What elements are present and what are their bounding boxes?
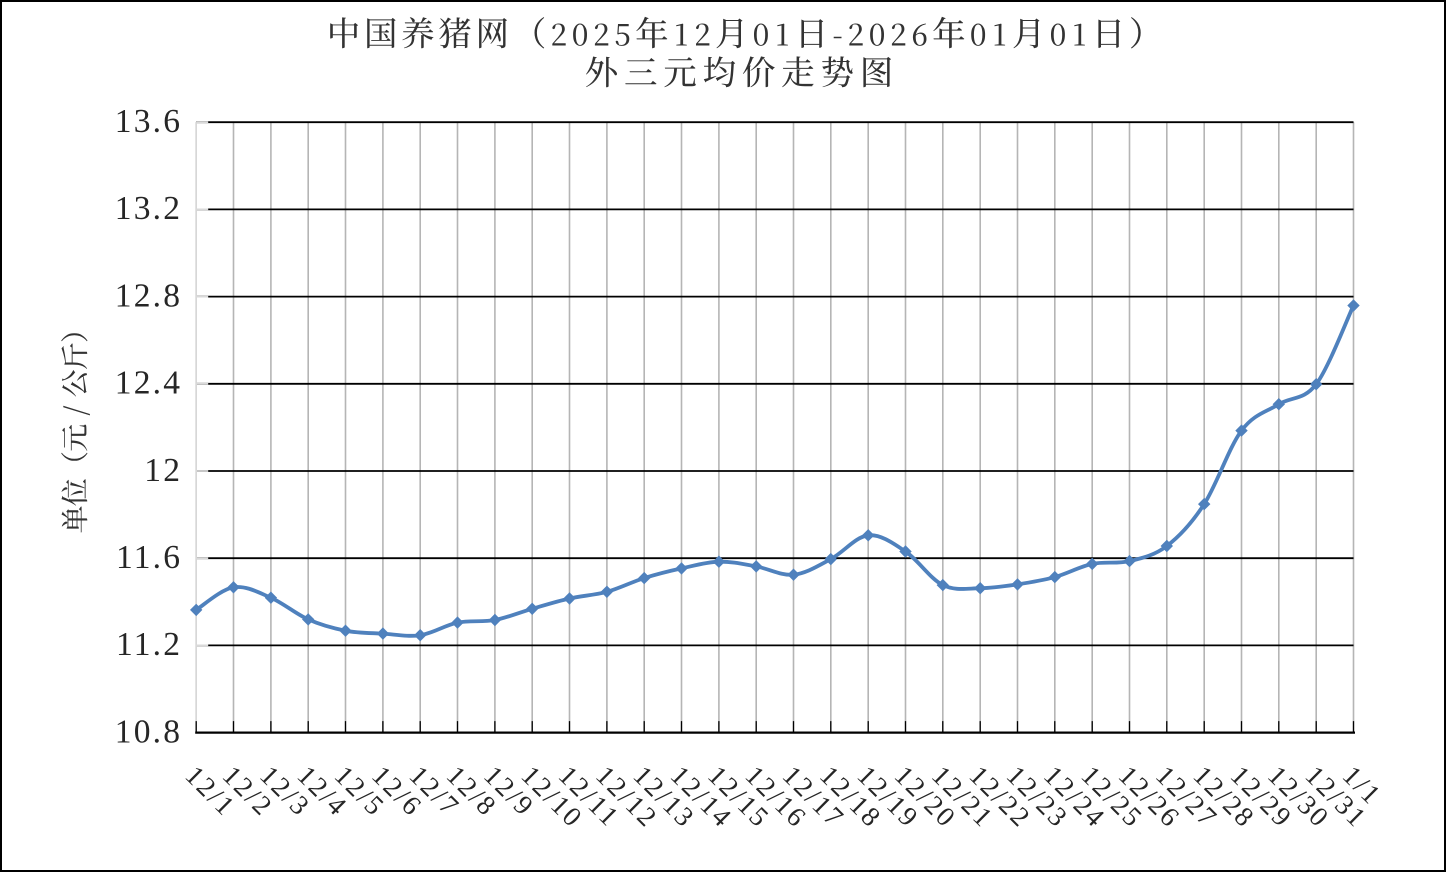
svg-text:13.2: 13.2 xyxy=(115,190,182,227)
svg-text:13.6: 13.6 xyxy=(115,103,182,140)
svg-text:12.8: 12.8 xyxy=(115,277,182,314)
svg-text:10.8: 10.8 xyxy=(115,713,182,750)
svg-text:11.2: 11.2 xyxy=(116,626,182,663)
svg-text:12: 12 xyxy=(144,452,182,489)
svg-text:11.6: 11.6 xyxy=(116,539,182,576)
svg-text:12.4: 12.4 xyxy=(115,365,182,402)
